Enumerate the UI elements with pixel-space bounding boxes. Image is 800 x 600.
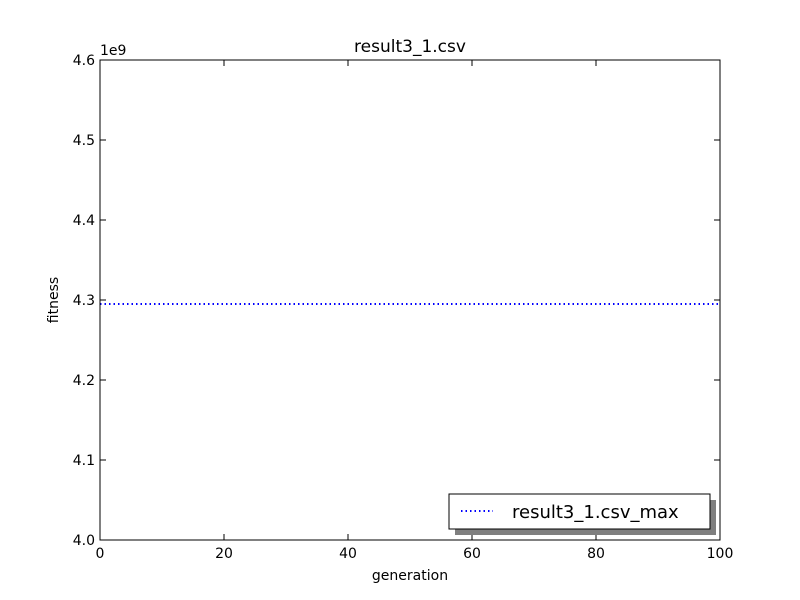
x-tick-label: 60 xyxy=(463,546,481,562)
x-tick-label: 100 xyxy=(707,546,734,562)
y-tick-label: 4.6 xyxy=(73,53,95,69)
y-tick-label: 4.5 xyxy=(73,133,95,149)
legend: result3_1.csv_max xyxy=(448,493,716,535)
x-tick-label: 80 xyxy=(587,546,605,562)
y-axis-label: fitness xyxy=(46,277,62,323)
x-tick-label: 20 xyxy=(215,546,233,562)
y-tick-label: 4.0 xyxy=(73,533,95,549)
x-axis-label: generation xyxy=(372,568,448,584)
plot-area: 0 20 40 60 80 100 4.0 4.1 4.2 4.3 4.4 4.5 4.6 xyxy=(73,53,734,562)
y-offset-label: 1e9 xyxy=(100,43,126,59)
chart-title: result3_1.csv xyxy=(354,37,466,57)
y-tick-label: 4.1 xyxy=(73,453,95,469)
legend-label: result3_1.csv_max xyxy=(512,502,679,523)
y-tick-label: 4.2 xyxy=(73,373,95,389)
y-tick-label: 4.3 xyxy=(73,293,95,309)
x-tick-label: 40 xyxy=(339,546,357,562)
x-tick-label: 0 xyxy=(96,546,105,562)
axes-frame xyxy=(99,59,721,541)
y-tick-label: 4.4 xyxy=(73,213,95,229)
